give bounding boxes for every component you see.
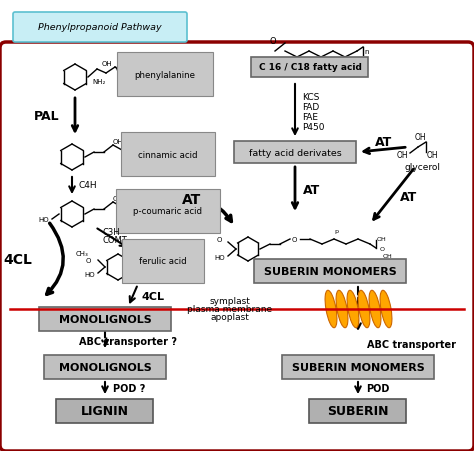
FancyBboxPatch shape [252,58,368,78]
Text: OH: OH [159,249,169,254]
Text: phenylalanine: phenylalanine [135,70,195,79]
Text: C 16 / C18 fatty acid: C 16 / C18 fatty acid [258,63,362,72]
Text: SUBERIN MONOMERS: SUBERIN MONOMERS [264,267,396,276]
Text: ferulic acid: ferulic acid [139,257,187,266]
Text: SUBERIN: SUBERIN [327,405,389,418]
Text: apoplast: apoplast [210,313,249,322]
Ellipse shape [369,290,381,328]
Text: OH: OH [396,151,408,160]
FancyBboxPatch shape [39,307,171,331]
Text: O: O [380,247,384,252]
Text: POD ?: POD ? [113,383,146,393]
Text: AT: AT [375,136,392,149]
Text: MONOLIGNOLS: MONOLIGNOLS [59,362,151,372]
FancyBboxPatch shape [310,399,407,423]
Text: SUBERIN MONOMERS: SUBERIN MONOMERS [292,362,424,372]
Text: COMT: COMT [103,236,128,245]
Text: cinnamic acid: cinnamic acid [138,150,198,159]
FancyBboxPatch shape [44,355,166,379]
Text: P450: P450 [302,123,325,132]
Text: ABC transporter: ABC transporter [367,339,456,349]
Ellipse shape [358,290,370,328]
Text: OH: OH [102,61,112,67]
Text: PAL: PAL [35,110,60,123]
Text: POD: POD [366,383,389,393]
Text: NH₂: NH₂ [92,79,106,85]
Text: OH: OH [414,133,426,142]
Text: LIGNIN: LIGNIN [81,405,129,418]
Text: O: O [216,236,222,243]
Text: n: n [365,49,369,55]
Text: ABC transporter ?: ABC transporter ? [79,336,177,346]
Text: OH: OH [377,237,387,242]
Text: 4CL: 4CL [142,291,165,301]
Text: OH: OH [113,196,123,202]
Text: Phenylpropanoid Pathway: Phenylpropanoid Pathway [38,23,162,32]
Text: O: O [121,202,127,211]
Ellipse shape [325,290,337,328]
Text: O: O [167,255,173,264]
Text: 4CL: 4CL [4,253,32,267]
Text: O: O [121,145,127,154]
Ellipse shape [347,290,359,328]
Text: p-coumaric acid: p-coumaric acid [134,207,202,216]
FancyBboxPatch shape [282,355,434,379]
Text: symplast: symplast [210,297,250,306]
FancyBboxPatch shape [254,259,406,283]
Text: C3H: C3H [103,228,120,237]
Ellipse shape [336,290,348,328]
Text: O: O [116,64,122,74]
Text: p: p [334,229,338,234]
Text: MONOLIGNOLS: MONOLIGNOLS [59,314,151,324]
Text: O: O [85,258,91,263]
FancyBboxPatch shape [13,13,187,43]
Text: glycerol: glycerol [405,163,441,172]
Text: fatty acid derivates: fatty acid derivates [249,148,341,157]
Text: OH: OH [113,139,123,145]
Text: CH₃: CH₃ [76,250,88,257]
Text: HO: HO [39,216,49,222]
Text: OH: OH [383,254,393,259]
Text: plasma membrane: plasma membrane [187,305,273,314]
FancyBboxPatch shape [0,43,474,451]
Text: FAD: FAD [302,103,319,112]
Text: HO: HO [215,254,225,260]
FancyBboxPatch shape [56,399,154,423]
Text: C4H: C4H [79,181,98,190]
Text: FAE: FAE [302,113,318,122]
Ellipse shape [380,290,392,328]
Text: CH₃: CH₃ [206,229,219,235]
FancyBboxPatch shape [234,142,356,164]
Text: O: O [270,37,276,46]
Text: AT: AT [400,191,417,204]
Text: AT: AT [182,193,201,207]
Text: OH: OH [426,150,438,159]
Text: O: O [292,236,297,243]
Text: KCS: KCS [302,93,319,102]
Text: AT: AT [303,183,320,196]
Text: HO: HO [85,272,95,277]
